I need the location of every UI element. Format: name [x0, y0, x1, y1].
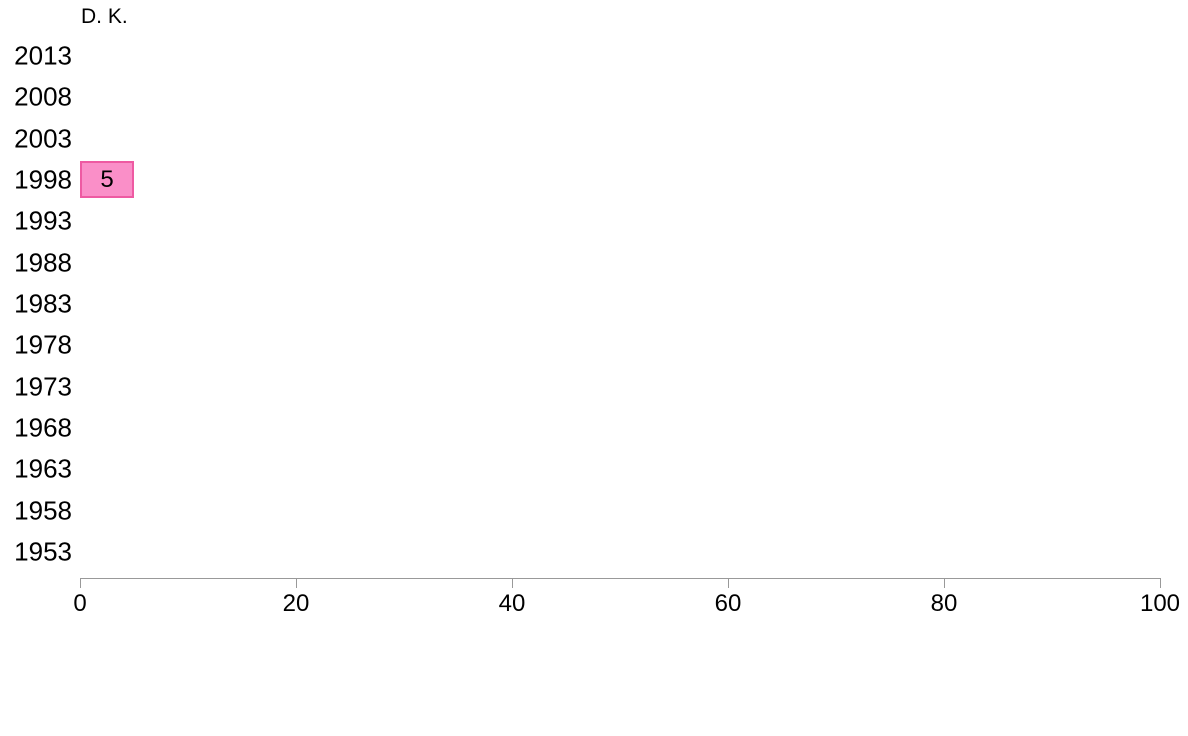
y-axis-label: 1988 [14, 247, 72, 278]
legend: Jiyu minshu toMinshu toShinto heiwa /Kom… [0, 620, 1188, 710]
y-axis-label: 1973 [14, 371, 72, 402]
y-axis-label: 2013 [14, 40, 72, 71]
x-axis-tick-mark [944, 578, 945, 588]
x-axis-line [80, 578, 1161, 579]
x-axis-tick-label: 80 [930, 590, 958, 617]
y-axis-label: 2003 [14, 123, 72, 154]
x-axis-tick-mark [728, 578, 729, 588]
y-axis-label: 1998 [14, 164, 72, 195]
bar-1998-dk[interactable]: 5 [80, 161, 134, 199]
x-axis-tick-label: 0 [73, 590, 87, 617]
x-axis-tick-label: 40 [498, 590, 526, 617]
x-axis-tick-label: 100 [1139, 590, 1181, 617]
x-axis-tick-mark [80, 578, 81, 588]
y-axis-label: 1963 [14, 453, 72, 484]
x-axis-tick-mark [1160, 578, 1161, 588]
x-axis-tick-label: 60 [714, 590, 742, 617]
y-axis-label: 2008 [14, 81, 72, 112]
chart-title: D. K. [81, 5, 128, 28]
y-axis-label: 1953 [14, 536, 72, 567]
y-axis-label: 1983 [14, 288, 72, 319]
x-axis-tick-label: 20 [282, 590, 310, 617]
bar-value-label: 5 [100, 165, 114, 193]
y-axis-label: 1993 [14, 205, 72, 236]
y-axis-label: 1958 [14, 495, 72, 526]
y-axis-label: 1968 [14, 412, 72, 443]
x-axis-tick-mark [512, 578, 513, 588]
y-axis-label: 1978 [14, 329, 72, 360]
x-axis-tick-mark [296, 578, 297, 588]
